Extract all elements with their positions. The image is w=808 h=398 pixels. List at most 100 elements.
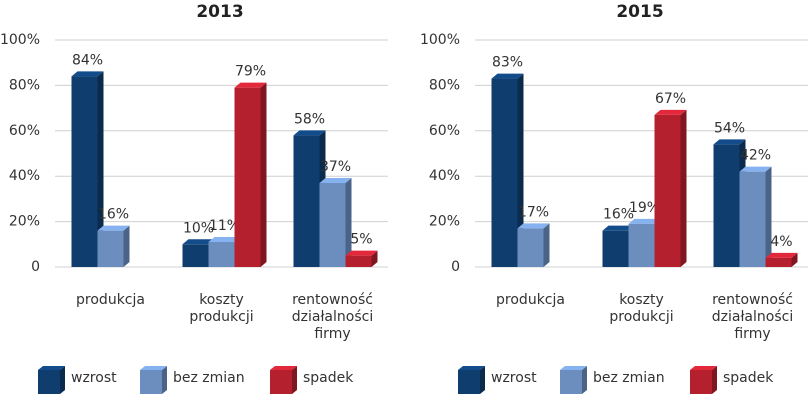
x-tick-label: produkcja — [496, 292, 565, 308]
value-label: 4% — [770, 234, 792, 250]
bar-side — [765, 166, 772, 267]
bar — [765, 257, 792, 267]
bar-top — [345, 250, 378, 256]
value-label: 17% — [518, 204, 549, 220]
bar — [71, 76, 98, 267]
x-tick-label-line: firmy — [734, 326, 770, 342]
bar-top — [319, 178, 352, 184]
bar-side — [97, 71, 104, 267]
legend-label: wzrost — [491, 370, 537, 386]
legend-swatch-side — [480, 366, 485, 394]
legend-label: spadek — [723, 370, 774, 386]
bar — [208, 242, 235, 267]
x-tick-label-line: działalności — [712, 309, 793, 325]
value-label: 67% — [655, 91, 686, 107]
bar-top — [491, 73, 524, 79]
bar-top — [765, 252, 798, 258]
x-tick-label: koszty produkcji — [609, 292, 673, 325]
legend-swatch-top — [38, 366, 65, 370]
bar-side — [260, 82, 267, 267]
legend-swatch — [38, 370, 60, 394]
x-tick-label-line: rentowność — [292, 292, 373, 308]
legend-swatch-side — [582, 366, 587, 394]
bar-top — [517, 223, 550, 229]
x-tick-label: koszty produkcji — [189, 292, 253, 325]
bar — [654, 114, 681, 267]
value-label: 83% — [492, 55, 523, 71]
chart: 2015 0 20% 40% 60% 80% 100% produkcja 83% 17% kosz… — [420, 2, 808, 394]
x-tick-label-line: produkcji — [189, 309, 253, 325]
chart: 2013 0 20% 40% 60% 80% 100% produkcja 84% 16% kosz… — [0, 2, 388, 394]
value-label: 42% — [740, 148, 771, 164]
legend-label: bez zmian — [593, 370, 665, 386]
y-tick-label: 100% — [420, 32, 460, 48]
legend-swatch-top — [560, 366, 587, 370]
x-tick-label-line: rentowność — [712, 292, 793, 308]
bar-top — [739, 166, 772, 172]
x-tick-label: rentowność działalności firmy — [292, 292, 373, 342]
bar-side — [680, 109, 687, 267]
y-tick-label: 100% — [0, 32, 40, 48]
bar-top — [293, 130, 326, 136]
chart-title: 2013 — [196, 2, 243, 22]
legend-swatch — [458, 370, 480, 394]
bar — [319, 183, 346, 267]
legend-swatch-side — [292, 366, 297, 394]
legend-label: bez zmian — [173, 370, 245, 386]
value-label: 19% — [629, 200, 660, 216]
legend-swatch-top — [690, 366, 717, 370]
value-label: 10% — [183, 220, 214, 236]
bar — [345, 255, 372, 267]
chart-title: 2015 — [616, 2, 663, 22]
bar-side — [791, 252, 798, 267]
legend-swatch-top — [140, 366, 167, 370]
value-label: 16% — [98, 207, 129, 223]
legend-swatch-side — [60, 366, 65, 394]
bar-top — [628, 218, 661, 224]
y-tick-label: 80% — [9, 77, 40, 93]
bar-top — [208, 237, 241, 243]
x-tick-label-line: produkcja — [76, 292, 145, 308]
x-tick-label-line: firmy — [314, 326, 350, 342]
x-tick-label-line: koszty — [619, 292, 664, 308]
bar — [602, 230, 629, 267]
x-tick-label-line: koszty — [199, 292, 244, 308]
y-tick-label: 20% — [429, 214, 460, 230]
bar-top — [234, 82, 267, 88]
bar — [293, 135, 320, 267]
legend-swatch — [270, 370, 292, 394]
value-label: 11% — [209, 218, 240, 234]
value-label: 84% — [72, 52, 103, 68]
legend-swatch — [560, 370, 582, 394]
bar — [182, 244, 209, 267]
bar-top — [713, 139, 746, 145]
x-tick-label: produkcja — [76, 292, 145, 308]
bar — [628, 223, 655, 267]
bar-top — [182, 239, 215, 245]
bar-side — [543, 223, 550, 267]
y-tick-label: 40% — [429, 168, 460, 184]
y-tick-label: 60% — [429, 123, 460, 139]
legend-swatch — [690, 370, 712, 394]
bar — [234, 87, 261, 267]
legend-swatch-top — [270, 366, 297, 370]
value-label: 5% — [350, 232, 372, 248]
value-label: 79% — [235, 64, 266, 80]
legend-swatch-side — [162, 366, 167, 394]
value-label: 37% — [320, 159, 351, 175]
bar — [97, 230, 124, 267]
bar — [713, 144, 740, 267]
bar-top — [97, 225, 130, 231]
legend-swatch-top — [458, 366, 485, 370]
value-label: 58% — [294, 111, 325, 127]
bar-side — [123, 225, 130, 267]
y-tick-label: 0 — [31, 259, 40, 275]
y-tick-label: 20% — [9, 214, 40, 230]
bar — [517, 228, 544, 267]
bar-top — [654, 109, 687, 115]
bar-side — [517, 73, 524, 267]
y-tick-label: 0 — [451, 259, 460, 275]
bar-top — [602, 225, 635, 231]
bar — [491, 78, 518, 267]
